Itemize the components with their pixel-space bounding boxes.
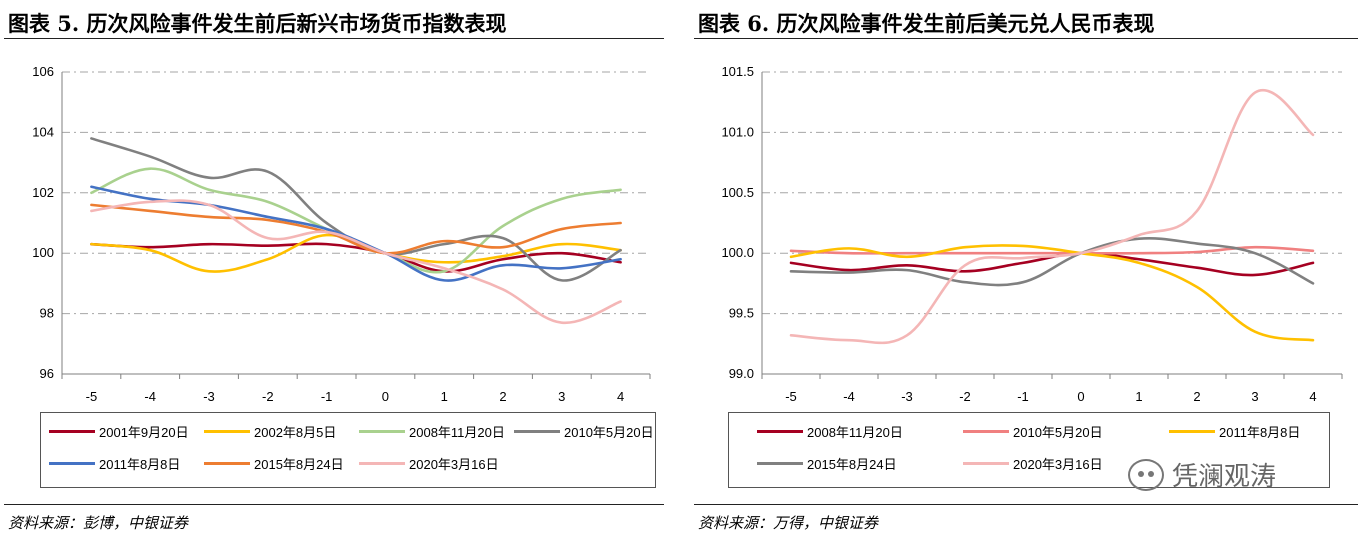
- series-line: [90, 203, 622, 255]
- legend-item: 2020年3月16日: [963, 454, 1103, 472]
- legend-swatch: [359, 429, 405, 433]
- legend-swatch: [963, 461, 1009, 465]
- legend-label: 2001年9月20日: [99, 424, 189, 440]
- series-line: [789, 88, 1315, 345]
- series-line: [90, 242, 622, 273]
- x-tick-label: -5: [785, 389, 797, 404]
- legend-label: 2015年8月24日: [807, 456, 897, 472]
- legend-swatch: [359, 461, 405, 465]
- source-rule: [4, 504, 664, 505]
- legend-swatch: [757, 461, 803, 465]
- wechat-icon: [1128, 458, 1164, 491]
- watermark-text: 凭澜观涛: [1172, 462, 1277, 492]
- watermark: 凭澜观涛: [1128, 456, 1276, 493]
- y-tick-label: 101.0: [721, 124, 754, 139]
- source-note: 资料来源：万得，中银证券: [698, 514, 879, 532]
- x-tick-label: -1: [321, 389, 333, 404]
- x-tick-label: -2: [959, 389, 971, 404]
- title-rule: [694, 38, 1358, 39]
- chart-panel-emerging-fx: 图表 5. 历次风险事件发生前后新兴市场货币指数表现 96 98 100 102 104…: [0, 0, 670, 540]
- legend-item: 2010年5月20日: [963, 422, 1103, 440]
- x-tick-label: 2: [499, 389, 506, 404]
- source-rule: [694, 504, 1358, 505]
- series-line: [789, 237, 1315, 287]
- legend-item: 2008年11月20日: [757, 422, 903, 440]
- x-tick-label: -1: [1017, 389, 1029, 404]
- legend-swatch: [757, 429, 803, 433]
- legend-label: 2020年3月16日: [1013, 456, 1103, 472]
- x-tick-label: -4: [843, 389, 855, 404]
- x-tick-label: -5: [86, 389, 98, 404]
- x-tick-label: 0: [1077, 389, 1084, 404]
- chart-legend: 2008年11月20日 2010年5月20日 2011年8月8日 2015年8月24日…: [728, 412, 1330, 488]
- line-chart-usdcny: 99.0 99.5 100.0 100.5 101.0 101.5 -5 -4 -3 -2 -1 0 1…: [721, 64, 1343, 404]
- y-tick-label: 99.0: [729, 366, 754, 381]
- legend-label: 2010年5月20日: [564, 424, 654, 440]
- line-chart-emerging-fx: 96 98 100 102 104 106 -5 -4 -3 -2 -1 0 1 2 3 4: [32, 64, 651, 404]
- chart-panel-usdcny: 图表 6. 历次风险事件发生前后美元兑人民币表现 99.0 99.5 100.0 10…: [690, 0, 1364, 540]
- legend-swatch: [49, 461, 95, 465]
- y-tick-label: 99.5: [729, 306, 754, 321]
- series-line: [90, 199, 622, 324]
- x-tick-label: 4: [1309, 389, 1316, 404]
- x-tick-label: 1: [441, 389, 448, 404]
- legend-swatch: [514, 429, 560, 433]
- x-tick-label: 3: [1251, 389, 1258, 404]
- source-note: 资料来源：彭博，中银证券: [8, 514, 189, 532]
- legend-label: 2011年8月8日: [99, 456, 181, 472]
- legend-item: 2011年8月8日: [49, 454, 180, 472]
- x-tick-label: -3: [901, 389, 913, 404]
- x-tick-label: -3: [203, 389, 215, 404]
- title-rule: [4, 38, 664, 39]
- figure-title: 图表 6. 历次风险事件发生前后美元兑人民币表现: [698, 11, 1155, 36]
- series-line: [789, 244, 1315, 342]
- figure-title: 图表 5. 历次风险事件发生前后新兴市场货币指数表现: [8, 11, 507, 36]
- x-tick-label: 2: [1193, 389, 1200, 404]
- legend-swatch: [204, 461, 250, 465]
- legend-item: 2001年9月20日: [49, 422, 189, 440]
- x-tick-label: -2: [262, 389, 274, 404]
- y-tick-label: 104: [32, 124, 54, 139]
- legend-label: 2010年5月20日: [1013, 424, 1103, 440]
- legend-item: 2020年3月16日: [359, 454, 499, 472]
- x-tick-label: 1: [1135, 389, 1142, 404]
- legend-swatch: [963, 429, 1009, 433]
- legend-item: 2010年5月20日: [514, 422, 654, 440]
- y-tick-label: 106: [32, 64, 54, 79]
- x-tick-label: -4: [144, 389, 156, 404]
- y-tick-label: 98: [40, 306, 54, 321]
- legend-label: 2008年11月20日: [409, 424, 505, 440]
- y-tick-label: 102: [32, 185, 54, 200]
- legend-item: 2002年8月5日: [204, 422, 336, 440]
- y-tick-label: 100.0: [721, 245, 754, 260]
- legend-label: 2002年8月5日: [254, 424, 337, 440]
- y-tick-label: 101.5: [721, 64, 754, 79]
- legend-label: 2015年8月24日: [254, 456, 344, 472]
- chart-legend: 2001年9月20日 2002年8月5日 2008年11月20日 2010年5月20日…: [40, 412, 656, 488]
- y-tick-label: 100: [32, 245, 54, 260]
- y-tick-label: 96: [40, 366, 54, 381]
- legend-swatch: [49, 429, 95, 433]
- legend-item: 2011年8月8日: [1169, 422, 1300, 440]
- legend-swatch: [1169, 429, 1215, 433]
- legend-item: 2015年8月24日: [757, 454, 897, 472]
- legend-swatch: [204, 429, 250, 433]
- x-tick-label: 3: [558, 389, 565, 404]
- legend-label: 2011年8月8日: [1219, 424, 1301, 440]
- legend-item: 2008年11月20日: [359, 422, 505, 440]
- x-tick-label: 0: [382, 389, 389, 404]
- legend-label: 2020年3月16日: [409, 456, 499, 472]
- legend-item: 2015年8月24日: [204, 454, 344, 472]
- x-tick-label: 4: [617, 389, 624, 404]
- y-tick-label: 100.5: [721, 185, 754, 200]
- legend-label: 2008年11月20日: [807, 424, 903, 440]
